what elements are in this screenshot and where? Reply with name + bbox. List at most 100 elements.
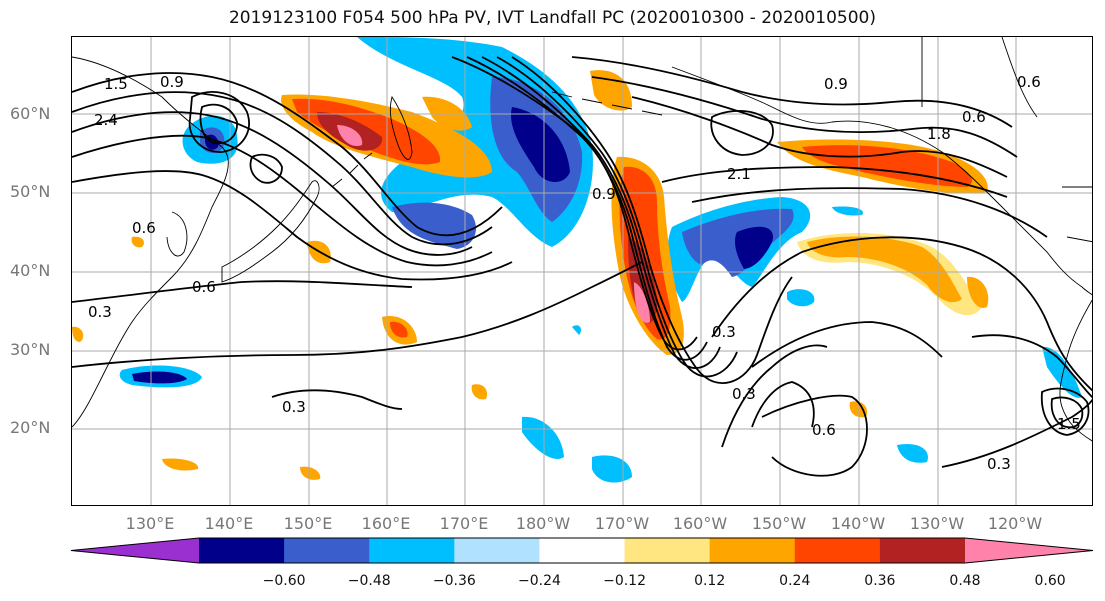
contour-label: 0.3 — [712, 323, 736, 341]
shade-neg-17 — [897, 443, 928, 463]
contour-15 — [591, 76, 1018, 158]
contour-label: 0.3 — [987, 455, 1011, 473]
colorbar-segment — [454, 538, 540, 563]
shade-pos-21 — [849, 401, 868, 418]
coast-aleutians — [551, 91, 663, 116]
contour-12 — [496, 56, 738, 378]
contour-16 — [631, 96, 1008, 178]
contour-18 — [691, 187, 1048, 238]
contour-label: 2.4 — [94, 111, 118, 129]
shade-neg-19 — [572, 325, 582, 335]
colorbar-segment — [879, 538, 966, 563]
lon-label: 170°W — [594, 514, 650, 533]
contour-23 — [761, 394, 868, 477]
colorbar-segment — [199, 538, 285, 563]
contour-24 — [941, 398, 1092, 468]
contour-10 — [466, 56, 708, 361]
contour-20 — [751, 321, 943, 368]
lon-label: 130°E — [125, 514, 175, 533]
graticule — [72, 37, 1092, 505]
contour-19 — [711, 236, 1092, 392]
shade-pos-19 — [590, 70, 632, 111]
lon-label: 160°W — [672, 514, 728, 533]
contour-6 — [72, 280, 413, 303]
lon-label: 170°E — [439, 514, 489, 533]
contour-label: 0.9 — [592, 185, 616, 203]
coast-kamchatka — [389, 95, 413, 160]
shade-pos-17 — [300, 466, 321, 480]
contour-label: 1.8 — [927, 125, 951, 143]
map-svg: 1.5 0.9 2.4 0.6 0.6 0.3 0.3 0.9 0.6 1.8 … — [72, 37, 1092, 505]
contour-2 — [72, 91, 493, 246]
contour-label: 0.3 — [88, 303, 112, 321]
shade-pos-23 — [72, 326, 84, 342]
colorbar-tick-label: −0.12 — [603, 573, 646, 589]
shading-layer — [72, 37, 1082, 483]
shade-neg-14 — [522, 416, 564, 459]
colorbar-tick-label: 0.48 — [949, 573, 981, 589]
contour-1 — [72, 72, 503, 237]
contour-11 — [481, 56, 721, 369]
shade-neg-7 — [392, 202, 477, 249]
coast-kurils — [331, 152, 373, 188]
shade-pos-9 — [634, 282, 650, 323]
contour-7 — [72, 261, 643, 368]
contour-27 — [199, 103, 238, 145]
contour-14 — [571, 56, 1013, 128]
lon-label: 130°W — [909, 514, 965, 533]
contour-28 — [249, 153, 283, 184]
shade-pos-13 — [807, 236, 962, 303]
figure-title: 2019123100 F054 500 hPa PV, IVT Landfall… — [228, 8, 876, 28]
colorbar-segments — [70, 537, 1094, 564]
shade-pos-22 — [967, 276, 989, 308]
colorbar-segment — [709, 538, 796, 563]
shade-pos-18 — [471, 384, 488, 400]
colorbar-segment — [284, 538, 370, 563]
contour-label: 0.6 — [812, 421, 836, 439]
contour-label: 0.6 — [962, 108, 986, 126]
colorbar-segment — [369, 538, 455, 563]
shade-neg-12 — [132, 371, 187, 384]
lat-label-50n: 50°N — [10, 182, 51, 201]
lon-label: 140°W — [830, 514, 886, 533]
contour-label: 0.9 — [824, 75, 848, 93]
contour-label: 0.9 — [160, 73, 184, 91]
shade-neg-15 — [592, 455, 632, 483]
contour-17 — [661, 166, 1008, 198]
contour-label: 2.1 — [727, 165, 751, 183]
contour-21 — [721, 344, 828, 448]
colorbar-tick-label: 0.36 — [864, 573, 896, 589]
colorbar-tick-label: −0.24 — [517, 573, 561, 589]
shade-neg-16 — [1042, 346, 1082, 398]
colorbar-extend-high — [965, 538, 1093, 563]
coast-canada-border — [921, 37, 1092, 243]
coast-alaska — [671, 66, 1092, 296]
map-panel: 1.5 0.9 2.4 0.6 0.6 0.3 0.3 0.9 0.6 1.8 … — [71, 36, 1093, 506]
shade-pos-7 — [619, 166, 671, 340]
lat-label-30n: 30°N — [10, 340, 51, 359]
shade-neg-10 — [734, 226, 773, 269]
contour-25 — [971, 334, 1092, 399]
contour-label: 0.3 — [282, 398, 306, 416]
contour-labels: 1.5 0.9 2.4 0.6 0.6 0.3 0.3 0.9 0.6 1.8 … — [88, 73, 1081, 473]
coast-japan — [221, 180, 320, 283]
colorbar-segment — [624, 538, 711, 563]
colorbar-tick-label: −0.36 — [432, 573, 476, 589]
lon-label: 160°E — [361, 514, 411, 533]
lat-label-40n: 40°N — [10, 261, 51, 280]
contour-26 — [188, 91, 250, 153]
lon-label: 150°W — [751, 514, 807, 533]
contour-label: 0.6 — [192, 278, 216, 296]
shade-neg-13 — [787, 289, 815, 307]
contour-label: 0.3 — [732, 385, 756, 403]
lat-label-20n: 20°N — [10, 418, 51, 437]
coast-korea — [166, 211, 188, 257]
contour-29 — [1040, 387, 1090, 436]
contour-8 — [271, 389, 403, 410]
contour-label: 1.5 — [1057, 415, 1081, 433]
colorbar-outline — [70, 537, 1094, 564]
contour-label: 0.6 — [132, 219, 156, 237]
contour-22 — [751, 381, 815, 428]
colorbar-extend-low — [71, 538, 199, 563]
colorbar — [70, 537, 1094, 564]
